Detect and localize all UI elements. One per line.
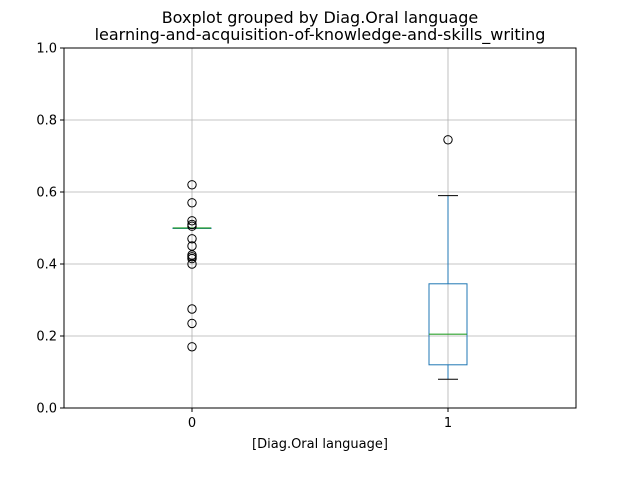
outlier-point xyxy=(187,241,197,251)
chart-subtitle: learning-and-acquisition-of-knowledge-an… xyxy=(95,25,546,45)
y-tick-label: 0.2 xyxy=(36,330,57,345)
outlier-point xyxy=(187,198,197,208)
outlier-point xyxy=(187,304,197,314)
chart-title: Boxplot grouped by Diag.Oral language xyxy=(162,8,479,27)
x-tick-label: 0 xyxy=(188,416,196,431)
outlier-point xyxy=(443,135,453,145)
outlier-point xyxy=(187,318,197,329)
x-tick-label: 1 xyxy=(444,416,452,431)
outlier-point xyxy=(187,180,197,190)
plot-frame xyxy=(63,47,577,409)
y-tick-label: 0.0 xyxy=(36,402,57,417)
outlier-point xyxy=(187,216,197,226)
outlier-point xyxy=(187,253,197,264)
y-tick-label: 1.0 xyxy=(36,42,57,57)
y-tick-label: 0.6 xyxy=(36,186,57,201)
x-axis-label: [Diag.Oral language] xyxy=(252,437,388,452)
outlier-point xyxy=(187,259,197,269)
y-tick-label: 0.4 xyxy=(36,258,57,273)
tick-layer: 0.0 0.2 0.4 0.6 0.8 1.0 0 1 xyxy=(36,42,452,432)
outlier-point xyxy=(187,221,197,231)
y-tick-label: 0.8 xyxy=(36,114,57,129)
box xyxy=(428,283,468,366)
outlier-point xyxy=(187,234,197,244)
plot-layer xyxy=(172,135,468,380)
outlier-point xyxy=(187,342,197,352)
